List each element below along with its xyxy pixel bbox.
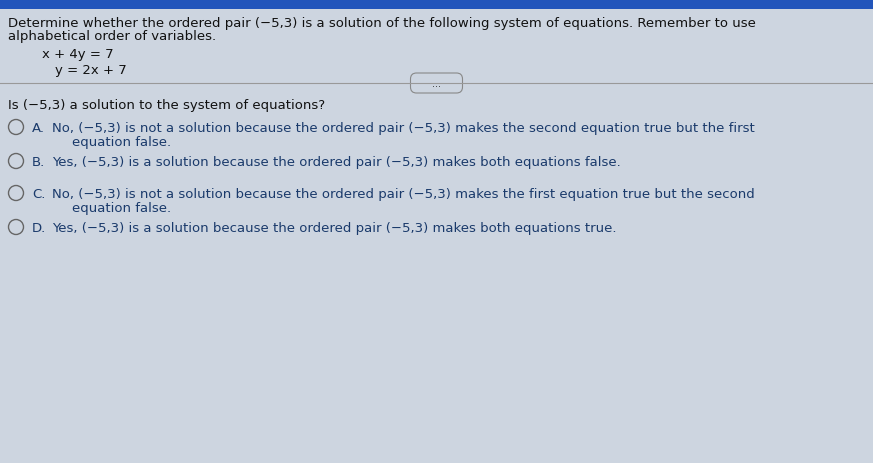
Text: B.: B.: [32, 156, 45, 169]
Text: x + 4y = 7: x + 4y = 7: [42, 48, 113, 61]
Text: Yes, (−5,3) is a solution because the ordered pair (−5,3) makes both equations t: Yes, (−5,3) is a solution because the or…: [52, 221, 616, 234]
Text: equation false.: equation false.: [72, 201, 171, 214]
Text: A.: A.: [32, 122, 45, 135]
Text: ...: ...: [432, 79, 441, 89]
Text: y = 2x + 7: y = 2x + 7: [55, 64, 127, 77]
Text: No, (−5,3) is not a solution because the ordered pair (−5,3) makes the first equ: No, (−5,3) is not a solution because the…: [52, 188, 755, 200]
Text: C.: C.: [32, 188, 45, 200]
Text: D.: D.: [32, 221, 46, 234]
Text: Determine whether the ordered pair (−5,3) is a solution of the following system : Determine whether the ordered pair (−5,3…: [8, 17, 756, 30]
Text: No, (−5,3) is not a solution because the ordered pair (−5,3) makes the second eq: No, (−5,3) is not a solution because the…: [52, 122, 755, 135]
Text: Yes, (−5,3) is a solution because the ordered pair (−5,3) makes both equations f: Yes, (−5,3) is a solution because the or…: [52, 156, 621, 169]
Text: equation false.: equation false.: [72, 136, 171, 149]
Text: alphabetical order of variables.: alphabetical order of variables.: [8, 30, 217, 43]
FancyBboxPatch shape: [410, 74, 463, 94]
FancyBboxPatch shape: [0, 0, 873, 10]
Text: Is (−5,3) a solution to the system of equations?: Is (−5,3) a solution to the system of eq…: [8, 99, 325, 112]
